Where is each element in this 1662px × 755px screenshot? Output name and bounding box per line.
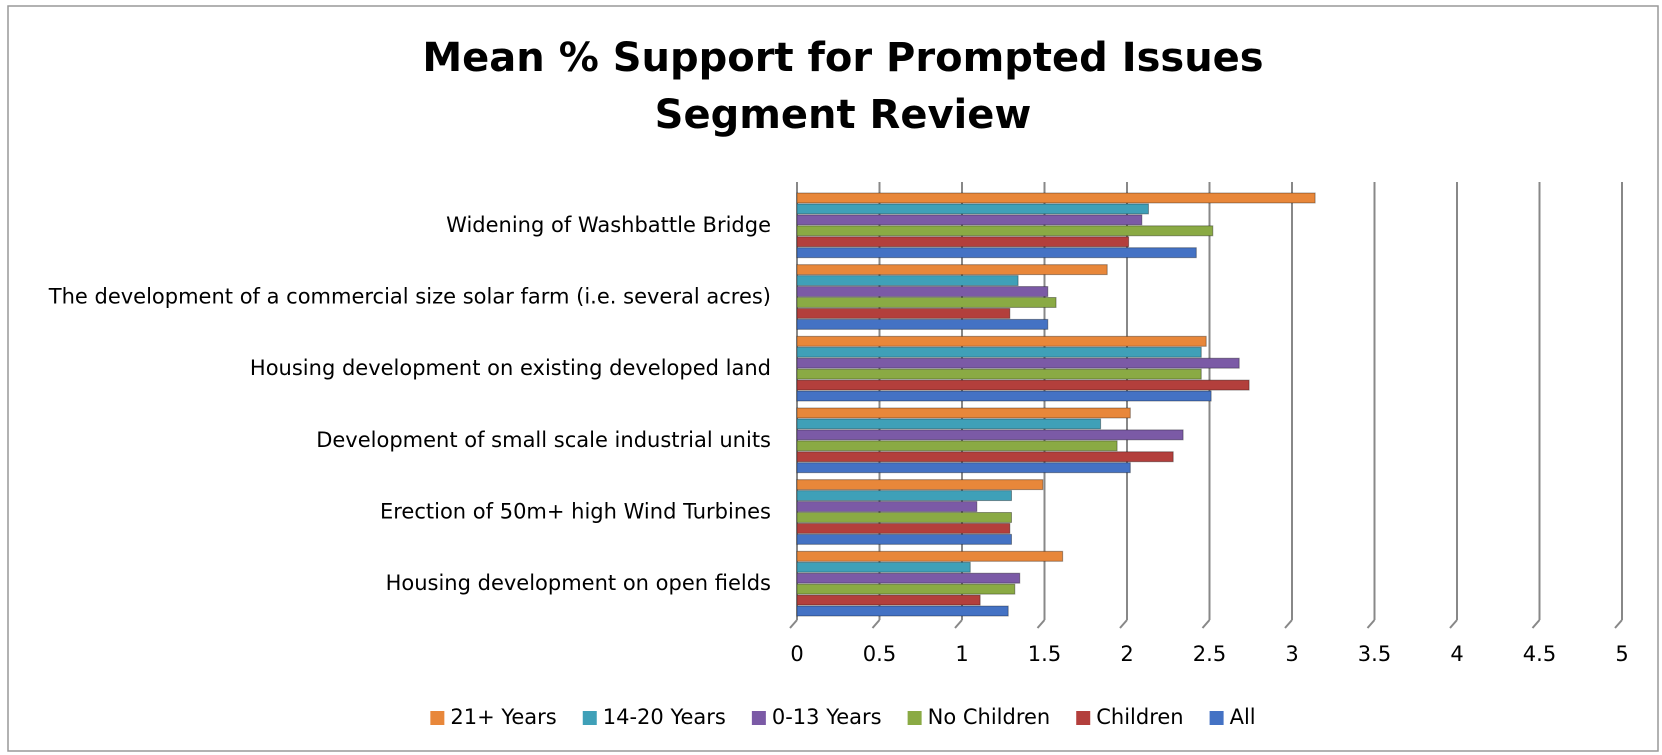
y-tick-label: Development of small scale industrial un… [316, 428, 771, 452]
tick-mark [1201, 619, 1211, 629]
tick-mark [1531, 619, 1541, 629]
chart-subtitle: Segment Review [655, 92, 1032, 138]
bar [796, 583, 1016, 595]
tick-mark [789, 619, 798, 629]
y-tick-label: Housing development on open fields [386, 571, 771, 595]
legend-label: 21+ Years [450, 705, 556, 729]
legend-label: Children [1096, 705, 1183, 729]
tick-mark [1449, 619, 1458, 629]
bar [796, 192, 1316, 204]
x-tick-label: 1.5 [1028, 642, 1061, 666]
tick-mark [1614, 619, 1623, 629]
bar [796, 512, 1012, 523]
bar [796, 462, 1131, 474]
x-tick-label: 0.5 [863, 642, 896, 666]
x-tick-label: 2 [1120, 642, 1133, 666]
bar [796, 379, 1250, 391]
x-tick-label: 3.5 [1358, 642, 1391, 666]
bar [796, 490, 1012, 502]
bar [796, 501, 978, 512]
y-tick-label: The development of a commercial size sol… [48, 285, 771, 309]
y-tick-label: Housing development on existing develope… [250, 356, 771, 380]
x-tick-label: 4 [1450, 642, 1463, 666]
bar [796, 479, 1044, 491]
bar [796, 429, 1184, 441]
bar [796, 203, 1149, 215]
y-tick-label: Erection of 50m+ high Wind Turbines [380, 500, 771, 524]
bar [796, 418, 1102, 430]
bar [796, 225, 1214, 237]
bar [796, 297, 1057, 308]
bar [796, 247, 1197, 259]
bar [796, 572, 1021, 584]
bar [796, 561, 971, 573]
bar [796, 318, 1049, 330]
legend-swatch [1076, 711, 1091, 725]
bar [796, 236, 1130, 248]
bar [796, 390, 1212, 402]
x-tick-label: 5 [1615, 642, 1628, 666]
legend-swatch [1209, 711, 1224, 725]
x-tick-label: 0 [790, 642, 803, 666]
bar [796, 522, 1011, 534]
bar [796, 335, 1207, 347]
bar [796, 214, 1143, 226]
bar [796, 594, 981, 606]
legend-swatch [751, 711, 766, 725]
legend-swatch [430, 711, 445, 725]
legend-swatch [582, 711, 597, 725]
chart-title: Mean % Support for Prompted Issues [422, 35, 1263, 81]
x-tick-label: 1 [955, 642, 968, 666]
x-tick-label: 2.5 [1193, 642, 1226, 666]
bar [796, 440, 1118, 452]
tick-mark [871, 619, 881, 629]
legend-label: All [1230, 705, 1256, 729]
tick-mark [1284, 619, 1293, 629]
y-tick-label: Widening of Washbattle Bridge [446, 213, 771, 237]
legend-label: No Children [928, 705, 1051, 729]
bar [796, 368, 1202, 380]
bar [796, 286, 1049, 297]
legend-label: 0-13 Years [772, 705, 882, 729]
bar [796, 357, 1240, 369]
bar [796, 264, 1108, 276]
bar [796, 275, 1019, 287]
legend-swatch [907, 711, 922, 725]
bar [796, 605, 1009, 617]
bar [796, 407, 1131, 419]
tick-mark [954, 619, 963, 629]
tick-mark [1119, 619, 1128, 629]
x-tick-label: 3 [1285, 642, 1298, 666]
tick-mark [1036, 619, 1046, 629]
tick-mark [1366, 619, 1376, 629]
legend-label: 14-20 Years [603, 705, 726, 729]
bar [796, 307, 1011, 319]
bar [796, 346, 1202, 358]
x-tick-label: 4.5 [1523, 642, 1556, 666]
bar [796, 533, 1012, 545]
bar [796, 550, 1064, 562]
bar [796, 451, 1174, 463]
